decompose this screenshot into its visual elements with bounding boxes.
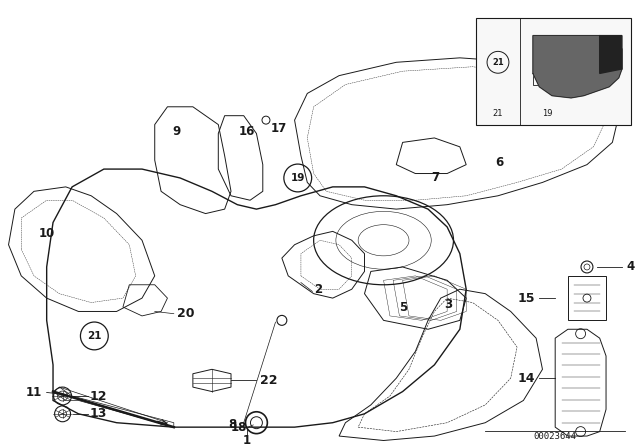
Text: 3: 3 bbox=[444, 298, 452, 311]
Text: 20: 20 bbox=[177, 307, 195, 320]
Text: 1: 1 bbox=[243, 434, 251, 447]
Text: 19: 19 bbox=[291, 173, 305, 183]
Text: 15: 15 bbox=[517, 292, 535, 305]
Text: 16: 16 bbox=[239, 125, 255, 138]
Text: 00023644: 00023644 bbox=[534, 432, 577, 441]
Text: 4: 4 bbox=[627, 260, 635, 273]
Text: 22: 22 bbox=[260, 374, 277, 387]
Text: 9: 9 bbox=[173, 125, 181, 138]
Text: 5: 5 bbox=[399, 301, 408, 314]
Bar bbox=[476, 18, 632, 125]
Text: 8: 8 bbox=[228, 418, 236, 431]
Text: 2: 2 bbox=[314, 283, 322, 296]
Text: 7: 7 bbox=[431, 172, 440, 185]
Text: 11: 11 bbox=[26, 386, 42, 399]
Text: 6: 6 bbox=[495, 156, 503, 169]
Text: 19: 19 bbox=[542, 109, 552, 118]
Text: 21: 21 bbox=[492, 58, 504, 67]
Text: 14: 14 bbox=[517, 372, 535, 385]
Text: 21: 21 bbox=[493, 109, 503, 118]
Polygon shape bbox=[600, 35, 622, 73]
Text: 21: 21 bbox=[87, 331, 102, 341]
Text: 12: 12 bbox=[90, 389, 108, 402]
Text: 13: 13 bbox=[90, 407, 108, 420]
Polygon shape bbox=[533, 35, 622, 98]
Text: 17: 17 bbox=[271, 122, 287, 135]
Bar bbox=[533, 40, 561, 85]
Text: 18: 18 bbox=[230, 421, 247, 434]
Text: 10: 10 bbox=[38, 227, 55, 240]
